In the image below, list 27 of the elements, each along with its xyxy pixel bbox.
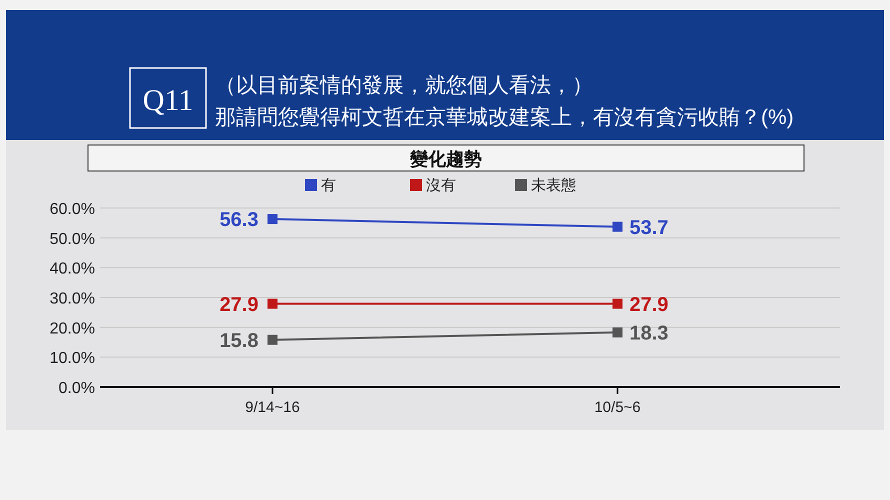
chart-title: 變化趨勢 (410, 149, 482, 169)
data-label: 15.8 (220, 330, 258, 352)
point (268, 298, 278, 309)
y-tick-label: 40.0% (50, 260, 95, 278)
y-tick-label: 30.0% (50, 290, 95, 308)
point (268, 334, 278, 345)
point (612, 298, 622, 309)
x-tick-label: 10/5~6 (594, 399, 641, 416)
point (612, 222, 622, 232)
data-label: 27.9 (220, 294, 258, 316)
point (612, 327, 622, 338)
data-label: 56.3 (220, 209, 258, 232)
legend-label: 有 (321, 177, 336, 194)
y-tick-label: 10.0% (50, 350, 95, 368)
point (268, 214, 278, 224)
legend-label: 未表態 (531, 177, 576, 194)
y-tick-label: 0.0% (58, 380, 95, 397)
data-label: 27.9 (630, 294, 668, 316)
y-tick-label: 60.0% (50, 201, 95, 218)
legend-label: 沒有 (426, 177, 456, 194)
chart-subtitle: （以目前案情的發展，就您個人看法，）那請問您覺得柯文哲在京華城改建案上，有沒有貪污收賄？(%) (215, 73, 794, 129)
x-tick-label: 9/14~16 (245, 399, 300, 416)
data-label: 18.3 (630, 322, 668, 344)
y-tick-label: 20.0% (50, 320, 95, 338)
y-tick-label: 50.0% (50, 230, 95, 248)
text: Q11 (142, 84, 194, 117)
data-label: 53.7 (630, 216, 668, 239)
